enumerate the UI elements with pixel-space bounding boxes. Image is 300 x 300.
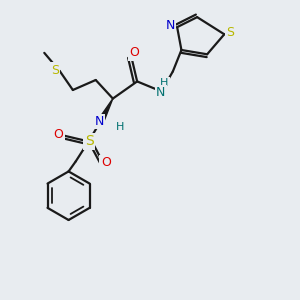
Text: O: O: [129, 46, 139, 59]
Text: S: S: [85, 134, 94, 148]
Text: N: N: [156, 86, 166, 99]
Polygon shape: [99, 99, 113, 121]
Text: H: H: [160, 78, 169, 88]
Text: H: H: [116, 122, 124, 132]
Text: N: N: [94, 115, 104, 128]
Text: S: S: [226, 26, 234, 38]
Text: O: O: [101, 156, 111, 170]
Text: N: N: [165, 19, 175, 32]
Text: S: S: [51, 64, 59, 76]
Text: O: O: [54, 128, 64, 141]
